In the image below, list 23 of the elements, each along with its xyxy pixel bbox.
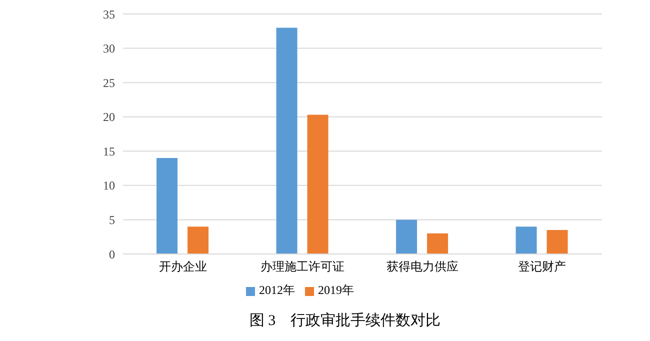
- y-tick-label: 25: [103, 76, 115, 90]
- x-tick-label: 获得电力供应: [386, 260, 458, 274]
- bar: [276, 28, 298, 254]
- bar: [307, 114, 328, 254]
- bar: [427, 233, 448, 254]
- x-tick-label: 开办企业: [158, 260, 207, 274]
- text: 图 3 行政审批手续件数对比: [248, 311, 442, 330]
- bar: [188, 226, 209, 254]
- bar: [156, 158, 178, 254]
- x-tick-label: 办理施工许可证: [260, 260, 345, 274]
- y-tick-label: 0: [109, 247, 115, 262]
- y-tick-label: 30: [103, 42, 115, 56]
- bar: [396, 220, 418, 254]
- y-tick-label: 5: [109, 212, 115, 227]
- y-tick-label: 35: [103, 7, 115, 22]
- y-tick-label: 10: [103, 178, 115, 193]
- legend-label: 2012年: [259, 283, 295, 297]
- x-tick-label: 登记财产: [518, 260, 566, 274]
- y-tick-label: 15: [103, 144, 115, 158]
- bar: [516, 226, 537, 254]
- bar: [546, 230, 568, 254]
- y-tick-label: 20: [103, 110, 115, 124]
- legend-label: 2019年: [318, 283, 354, 297]
